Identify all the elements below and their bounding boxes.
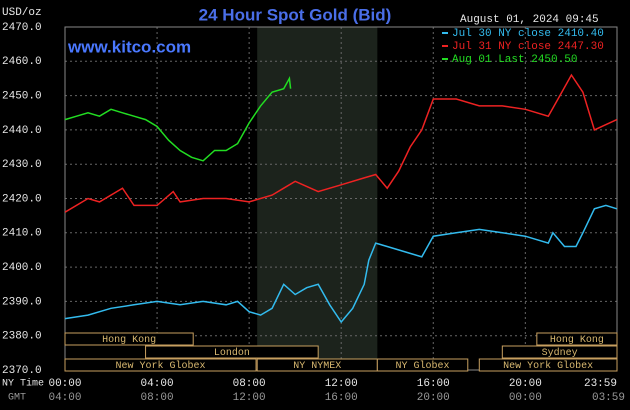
y-tick-label: 2390.0 bbox=[2, 296, 42, 308]
y-axis-label: USD/oz bbox=[2, 7, 42, 19]
legend-label: Aug 01 Last 2450.50 bbox=[452, 54, 577, 66]
y-tick-label: 2400.0 bbox=[2, 262, 42, 274]
session-box bbox=[501, 345, 618, 359]
x-tick-label: 08:00 bbox=[233, 378, 266, 390]
x2-tick-label: 20:00 bbox=[417, 392, 450, 404]
session-box bbox=[145, 345, 319, 359]
y-tick-label: 2370.0 bbox=[2, 365, 42, 377]
session-box bbox=[64, 358, 257, 372]
series-line bbox=[64, 75, 292, 162]
chart-title: 24 Hour Spot Gold (Bid) bbox=[199, 5, 392, 24]
watermark: www.kitco.com bbox=[67, 37, 191, 56]
x-tick-label: 20:00 bbox=[509, 378, 542, 390]
x2-tick-label: 03:59 bbox=[592, 392, 625, 404]
session-box bbox=[64, 332, 194, 346]
legend-label: Jul 30 NY close 2410.40 bbox=[452, 28, 604, 40]
session-shade bbox=[257, 27, 378, 370]
session-label: London bbox=[214, 347, 250, 359]
session-label: New York Globex bbox=[116, 360, 206, 372]
y-tick-label: 2430.0 bbox=[2, 159, 42, 171]
x-tick-label: 04:00 bbox=[141, 378, 174, 390]
x2-tick-label: 16:00 bbox=[325, 392, 358, 404]
x2-tick-label: 04:00 bbox=[48, 392, 81, 404]
session-box bbox=[376, 358, 469, 372]
series-line bbox=[64, 73, 618, 213]
session-label: New York Globex bbox=[503, 360, 593, 372]
y-tick-label: 2380.0 bbox=[2, 331, 42, 343]
session-label: NY NYMEX bbox=[293, 361, 341, 372]
y-tick-label: 2450.0 bbox=[2, 91, 42, 103]
session-box bbox=[478, 358, 618, 372]
x-axis-label: NY Time bbox=[2, 378, 44, 390]
x-tick-label: 12:00 bbox=[325, 378, 358, 390]
x-tick-label: 00:00 bbox=[48, 378, 81, 390]
session-label: Sydney bbox=[542, 347, 578, 359]
session-label: Hong Kong bbox=[102, 335, 156, 346]
x2-tick-label: 00:00 bbox=[509, 392, 542, 404]
series-line bbox=[64, 204, 618, 324]
x-tick-label: 23:59 bbox=[584, 378, 617, 390]
legend-label: Jul 31 NY close 2447.30 bbox=[452, 41, 604, 53]
session-box bbox=[536, 332, 618, 346]
x-tick-label: 16:00 bbox=[417, 378, 450, 390]
x2-tick-label: 08:00 bbox=[141, 392, 174, 404]
y-tick-label: 2420.0 bbox=[2, 193, 42, 205]
session-label: Hong Kong bbox=[550, 335, 604, 346]
timestamp: August 01, 2024 09:45 bbox=[460, 14, 599, 26]
x2-tick-label: 12:00 bbox=[233, 392, 266, 404]
x2-axis-label: GMT bbox=[8, 393, 26, 404]
y-tick-label: 2440.0 bbox=[2, 125, 42, 137]
session-label: NY Globex bbox=[396, 360, 450, 372]
y-tick-label: 2410.0 bbox=[2, 228, 42, 240]
y-tick-label: 2460.0 bbox=[2, 56, 42, 68]
y-tick-label: 2470.0 bbox=[2, 22, 42, 34]
